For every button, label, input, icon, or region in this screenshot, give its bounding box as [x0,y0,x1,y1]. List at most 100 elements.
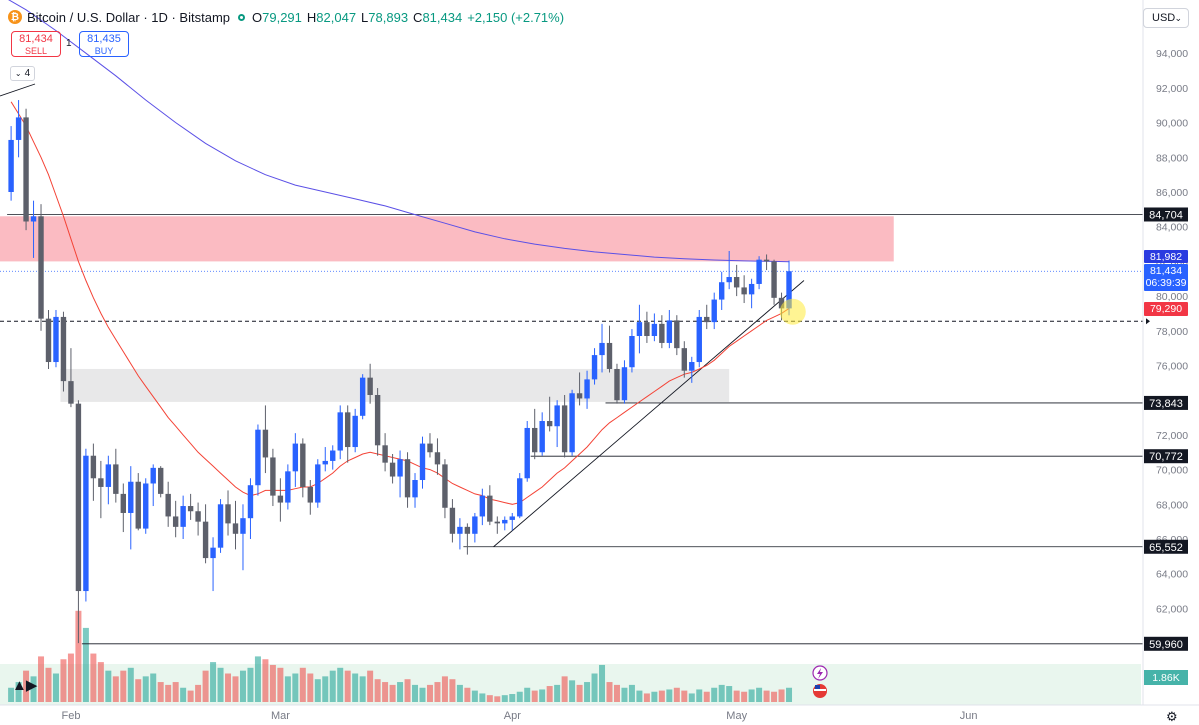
candle-body [158,467,164,494]
candle [180,495,186,539]
candle-body [532,427,538,453]
candle [30,200,37,258]
close-value: 81,434 [422,9,463,25]
volume-bar [606,682,613,702]
candle-body [449,507,456,534]
volume-bar [239,670,246,702]
candle-body [763,259,770,262]
candle-body [397,459,403,477]
candle-body [247,485,254,519]
candle [158,466,164,498]
volume-bar [67,653,74,702]
candle [172,500,179,538]
candle [150,464,156,507]
volume-bar [591,673,598,702]
support-zone [60,368,730,402]
candle-body [502,519,508,524]
candle [53,309,59,368]
level-tag: 65,552 [1144,539,1188,554]
candle [68,348,74,408]
y-tick-label: 86,000 [1156,187,1188,199]
candle [442,459,448,519]
volume-bar [135,679,142,702]
candle-body [180,506,186,527]
candle [756,256,762,290]
volume-bar [471,690,478,702]
candle [472,512,478,543]
volume-bar [441,676,448,702]
x-tick-label: Jun [960,710,978,722]
candle [449,499,456,543]
candle-body [307,486,313,503]
candle [554,400,560,448]
candle-body [561,405,568,453]
candle-body [75,403,82,592]
indicators-toggle[interactable]: ⌄ 4 [10,66,35,81]
volume-bar [576,684,583,702]
chevron-down-icon: ⌄ [1174,13,1182,23]
volume-bar [127,667,134,702]
y-tick-label: 90,000 [1156,118,1188,130]
candle [704,304,710,330]
sell-button[interactable]: 81,434 SELL [11,31,61,57]
currency-select[interactable]: USD ⌄ [1143,8,1189,28]
candle-body [337,412,343,451]
candle-body [524,427,530,479]
candle-body [741,287,747,295]
volume-bar [202,670,209,702]
volume-bar [501,695,508,702]
candle [8,126,14,201]
volume-bar [509,694,516,702]
ma-slow-tag: 81,982 [1144,250,1188,263]
candle-body [8,139,14,192]
volume-bar [292,673,299,702]
symbol-title[interactable]: Bitcoin / U.S. Dollar · 1D · Bitstamp [27,9,230,25]
volume-bar [8,687,15,702]
candle [202,504,209,564]
candle-body [696,316,702,363]
market-status-icon [238,13,245,21]
volume-bar [23,670,30,702]
level-tag-bg [1144,539,1188,554]
candle-body [30,216,37,222]
candle-body [98,478,104,487]
volume-bar [389,684,396,702]
low-label: L [361,9,369,25]
candle-body [195,511,201,522]
currency-value: USD [1152,12,1176,24]
sell-label: SELL [24,46,48,56]
candle [255,424,261,496]
candle-body [569,393,575,453]
candle [674,315,680,356]
candle-body [277,495,284,503]
volume-bar [172,682,179,702]
gear-icon[interactable]: ⚙ [1166,709,1178,724]
y-tick-label: 70,000 [1156,465,1188,477]
candle [576,372,583,406]
y-tick-label: 76,000 [1156,361,1188,373]
volume-bar [299,667,306,702]
volume-bar [45,667,52,702]
volume-bar [60,659,67,702]
volume-bar [456,684,463,702]
candle-body [554,405,560,427]
candle-body [53,316,59,363]
volume-bar [651,691,658,702]
y-tick-label: 92,000 [1156,83,1188,95]
symbol-header[interactable]: ₿ Bitcoin / U.S. Dollar · 1D · Bitstamp … [8,8,566,26]
candle-body [771,261,777,298]
volume-bar [337,667,344,702]
volume-bar [426,684,433,702]
close-label: C [413,9,423,25]
candle-body [83,455,89,592]
candle [337,405,343,460]
volume-bar [150,673,157,702]
volume-bar [105,670,112,702]
bitcoin-icon: ₿ [8,10,22,24]
buy-price: 81,435 [87,33,121,45]
candle-body [733,277,740,288]
candle [763,254,770,271]
level-tag-label: 73,843 [1149,398,1183,410]
buy-button[interactable]: 81,435 BUY [79,31,129,57]
